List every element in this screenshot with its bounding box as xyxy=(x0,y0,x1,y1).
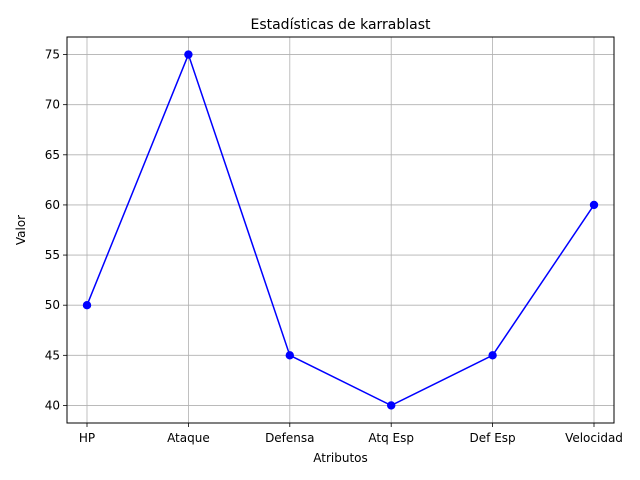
y-tick-label: 45 xyxy=(45,348,60,362)
series-line xyxy=(86,52,595,407)
y-axis-label: Valor xyxy=(14,215,28,245)
y-tick-label: 60 xyxy=(45,198,60,212)
data-point xyxy=(387,401,396,410)
y-tick-label: 75 xyxy=(45,48,60,62)
plot-frame xyxy=(66,36,615,424)
x-tick-label: Def Esp xyxy=(470,431,516,445)
axis-ticks: HP Ataque Defensa Atq Esp Def Esp Velocidad 40… xyxy=(45,48,623,445)
data-point xyxy=(488,351,497,360)
chart-title: Estadísticas de karrablast xyxy=(250,17,431,33)
data-point xyxy=(82,300,92,310)
y-tick-label: 70 xyxy=(45,98,60,112)
data-point xyxy=(285,351,294,360)
y-tick-label: 50 xyxy=(45,298,60,312)
series-layer xyxy=(82,50,599,410)
data-point xyxy=(589,200,599,210)
y-tick-label: 40 xyxy=(45,398,60,412)
x-tick-label: Velocidad xyxy=(565,431,623,445)
y-tick-label: 65 xyxy=(45,148,60,162)
y-tick-label: 55 xyxy=(45,248,60,262)
x-tick-label: Atq Esp xyxy=(368,431,414,445)
x-tick-label: HP xyxy=(79,431,95,445)
x-tick-label: Defensa xyxy=(265,431,314,445)
x-tick-label: Ataque xyxy=(167,431,210,445)
x-axis-label: Atributos xyxy=(313,451,368,465)
grid-lines xyxy=(67,37,614,423)
data-point xyxy=(184,50,193,59)
